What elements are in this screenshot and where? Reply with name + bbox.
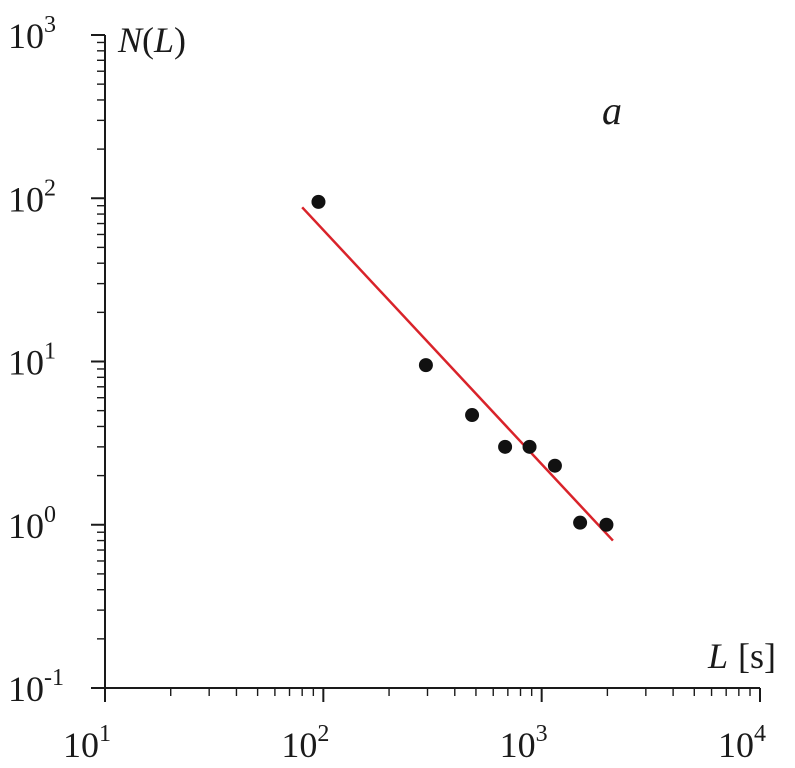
x-tick-label: 101 [63,721,111,765]
y-axis-label: N(L) [117,20,186,60]
y-tick-label: 103 [8,12,56,56]
data-point [599,517,614,532]
data-point [465,408,480,423]
y-tick-label: 101 [8,339,56,383]
x-tick-label: 102 [281,721,329,765]
y-tick-label: 102 [8,175,56,219]
fit-line [301,206,614,542]
fit-line-group [301,206,614,542]
data-points [311,194,614,532]
data-point [573,515,588,530]
tick-labels: 101 102 103 104 10-1 100 101 102 103 [8,12,766,765]
data-point [311,194,326,209]
data-point [522,439,537,454]
axes [104,35,760,689]
data-point [498,439,513,454]
data-point [418,358,433,373]
tick-marks [91,34,761,702]
y-tick-label: 100 [8,502,56,546]
x-tick-label: 104 [718,721,766,765]
x-axis-label: L [s] [707,636,776,676]
y-tick-label: 10-1 [8,665,64,709]
panel-label: a [602,88,622,133]
x-tick-label: 103 [500,721,548,765]
data-point [547,458,562,473]
